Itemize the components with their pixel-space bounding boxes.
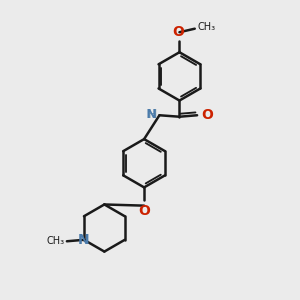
Text: O: O xyxy=(172,25,184,39)
Text: O: O xyxy=(201,108,213,122)
Text: N: N xyxy=(78,233,89,247)
Text: O: O xyxy=(138,204,150,218)
Text: CH₃: CH₃ xyxy=(46,236,64,246)
Text: CH₃: CH₃ xyxy=(197,22,215,32)
Text: N: N xyxy=(142,108,157,121)
Text: H: H xyxy=(148,108,157,121)
